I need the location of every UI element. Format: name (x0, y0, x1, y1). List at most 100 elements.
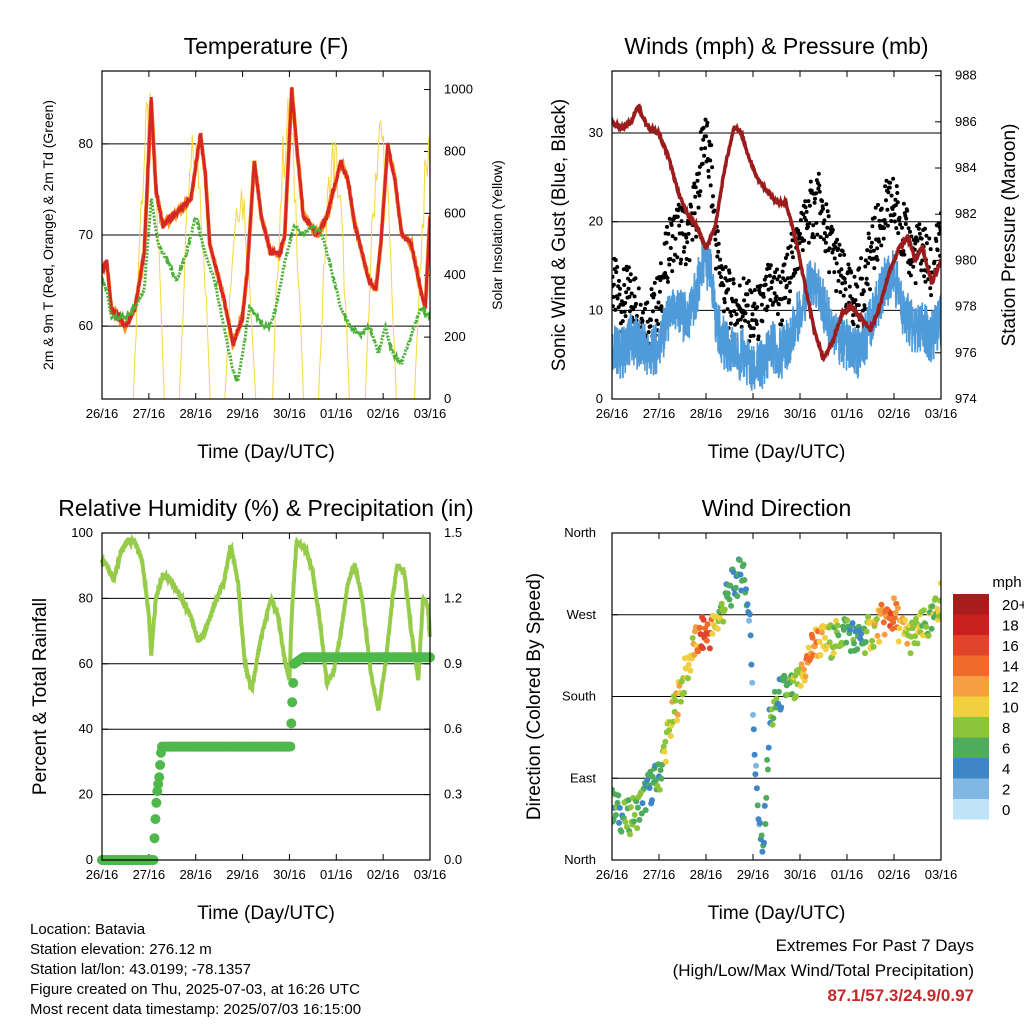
y2-tick-label: 1.2 (444, 590, 462, 605)
extremes-subtitle: (High/Low/Max Wind/Total Precipitation) (672, 961, 974, 980)
direction-point (769, 721, 776, 728)
direction-point (818, 629, 825, 636)
direction-point (936, 613, 941, 620)
direction-point (751, 751, 758, 758)
direction-point (834, 622, 841, 629)
y2-tick-label: 1000 (444, 82, 473, 97)
direction-point (773, 695, 780, 702)
direction-point (891, 614, 898, 621)
station-location: Location: Batavia (30, 921, 146, 938)
direction-point (887, 610, 894, 617)
y-tick-label: 20 (589, 214, 603, 229)
direction-point (792, 672, 799, 679)
extremes-values: 87.1/57.3/24.9/0.97 (827, 986, 974, 1005)
legend-swatch (953, 655, 989, 676)
direction-point (862, 639, 869, 645)
direction-point (758, 832, 765, 839)
direction-point (894, 605, 901, 611)
y2-tick-label: 0.9 (444, 656, 462, 671)
x-tick-label: 26/16 (86, 867, 119, 882)
direction-point (699, 645, 706, 652)
direction-point (618, 828, 625, 835)
x-tick-label: 01/16 (320, 867, 353, 882)
direction-point (765, 744, 772, 751)
direction-point (639, 800, 646, 807)
y-axis-label: Direction (Colored By Speed) (524, 573, 545, 820)
direction-point (764, 756, 771, 763)
y-tick-label: 20 (79, 787, 93, 802)
direction-point (720, 618, 727, 625)
direction-point (923, 623, 930, 630)
series-precipitation (97, 652, 435, 866)
direction-point (658, 775, 665, 782)
direction-point (881, 631, 888, 638)
x-tick-label: 29/16 (226, 867, 259, 882)
x-tick-label: 30/16 (273, 867, 306, 882)
y2-tick-label: 980 (955, 252, 977, 267)
direction-point (734, 593, 741, 600)
direction-point (826, 639, 833, 646)
x-tick-label: 29/16 (737, 406, 770, 421)
direction-point (652, 777, 659, 784)
direction-point (728, 602, 735, 609)
y2-tick-label: 800 (444, 143, 466, 158)
y-axis-label: Percent & Total Rainfall (30, 598, 51, 795)
direction-point (876, 638, 883, 645)
direction-point (809, 634, 816, 641)
y-tick-label: 100 (71, 525, 93, 540)
direction-point (912, 615, 919, 622)
y-tick-label: West (567, 607, 597, 622)
direction-point (863, 628, 870, 635)
y-tick-label: 40 (79, 721, 93, 736)
direction-point (703, 637, 710, 644)
series-gust (612, 117, 941, 347)
x-tick-label: 02/16 (367, 406, 400, 421)
direction-point (849, 620, 856, 627)
x-tick-label: 03/16 (925, 867, 958, 882)
direction-point (614, 799, 621, 806)
y2-tick-label: 200 (444, 329, 466, 344)
x-tick-label: 30/16 (273, 406, 306, 421)
y2-tick-label: 986 (955, 114, 977, 129)
x-axis-label: Time (Day/UTC) (708, 442, 846, 463)
direction-point (932, 595, 939, 602)
direction-point (747, 632, 754, 639)
direction-point (695, 648, 702, 655)
direction-point (938, 580, 941, 587)
direction-point (706, 645, 713, 652)
direction-point (835, 632, 842, 639)
legend-swatch (953, 778, 989, 799)
direction-point (656, 786, 663, 793)
direction-point (732, 584, 739, 591)
station-elevation: Station elevation: 276.12 m (30, 941, 212, 958)
y-tick-label: North (564, 852, 596, 867)
direction-point (862, 650, 868, 657)
plot-area (97, 533, 435, 866)
direction-point (704, 621, 711, 628)
direction-point (642, 807, 649, 814)
direction-point (880, 619, 887, 626)
direction-point (622, 818, 629, 825)
x-tick-label: 29/16 (737, 867, 770, 882)
y-tick-label: 60 (79, 318, 93, 333)
direction-point (874, 632, 881, 639)
direction-point (634, 825, 641, 832)
direction-point (873, 616, 880, 622)
x-tick-label: 26/16 (596, 406, 629, 421)
y2-tick-label: 978 (955, 299, 977, 314)
direction-point (762, 821, 769, 827)
plot-frame (101, 532, 431, 861)
direction-point (925, 632, 932, 639)
direction-point (896, 625, 903, 632)
direction-point (833, 617, 839, 624)
direction-point (929, 603, 936, 610)
direction-point (869, 637, 876, 644)
direction-point (748, 661, 755, 668)
direction-point (740, 561, 747, 568)
station-info: Location: Batavia Station elevation: 276… (30, 920, 361, 1020)
direction-point (644, 776, 651, 783)
direction-point (677, 698, 684, 705)
direction-point (920, 607, 927, 614)
direction-point (830, 650, 837, 657)
